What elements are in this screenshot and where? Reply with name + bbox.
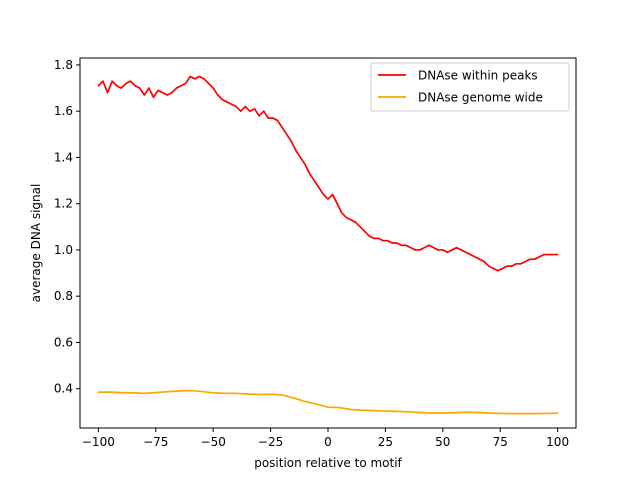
x-tick-label: −100 [82, 435, 115, 449]
x-tick-label: −75 [143, 435, 168, 449]
y-tick-label: 1.8 [54, 58, 73, 72]
x-axis-label: position relative to motif [254, 456, 402, 470]
series-line-genome [97, 389, 559, 415]
x-tick-label: 25 [378, 435, 393, 449]
x-tick-label: 50 [435, 435, 450, 449]
y-tick-label: 1.4 [54, 150, 73, 164]
series-line-peaks [97, 75, 559, 272]
x-tick-label: 100 [546, 435, 569, 449]
x-tick-label: −50 [201, 435, 226, 449]
y-tick-label: 1.0 [54, 243, 73, 257]
legend-label-genome: DNAse genome wide [418, 91, 543, 105]
plot-background [80, 58, 576, 428]
y-axis-label: average DNA signal [29, 184, 43, 303]
x-axis: −100 −75 −50 −25 0 25 50 75 100 [82, 428, 569, 449]
x-tick-label: −25 [258, 435, 283, 449]
y-tick-label: 0.8 [54, 289, 73, 303]
y-tick-label: 1.2 [54, 197, 73, 211]
y-axis: 0.4 0.6 0.8 1.0 1.2 1.4 1.6 1.8 [54, 58, 80, 396]
legend-label-peaks: DNAse within peaks [418, 69, 538, 83]
y-tick-label: 0.4 [54, 382, 73, 396]
legend-box [370, 62, 570, 112]
y-tick-label: 1.6 [54, 104, 73, 118]
series-layer [97, 75, 559, 415]
y-tick-label: 0.6 [54, 335, 73, 349]
x-tick-label: 75 [493, 435, 508, 449]
legend: DNAse within peaks DNAse genome wide [370, 62, 570, 112]
x-tick-label: 0 [324, 435, 332, 449]
